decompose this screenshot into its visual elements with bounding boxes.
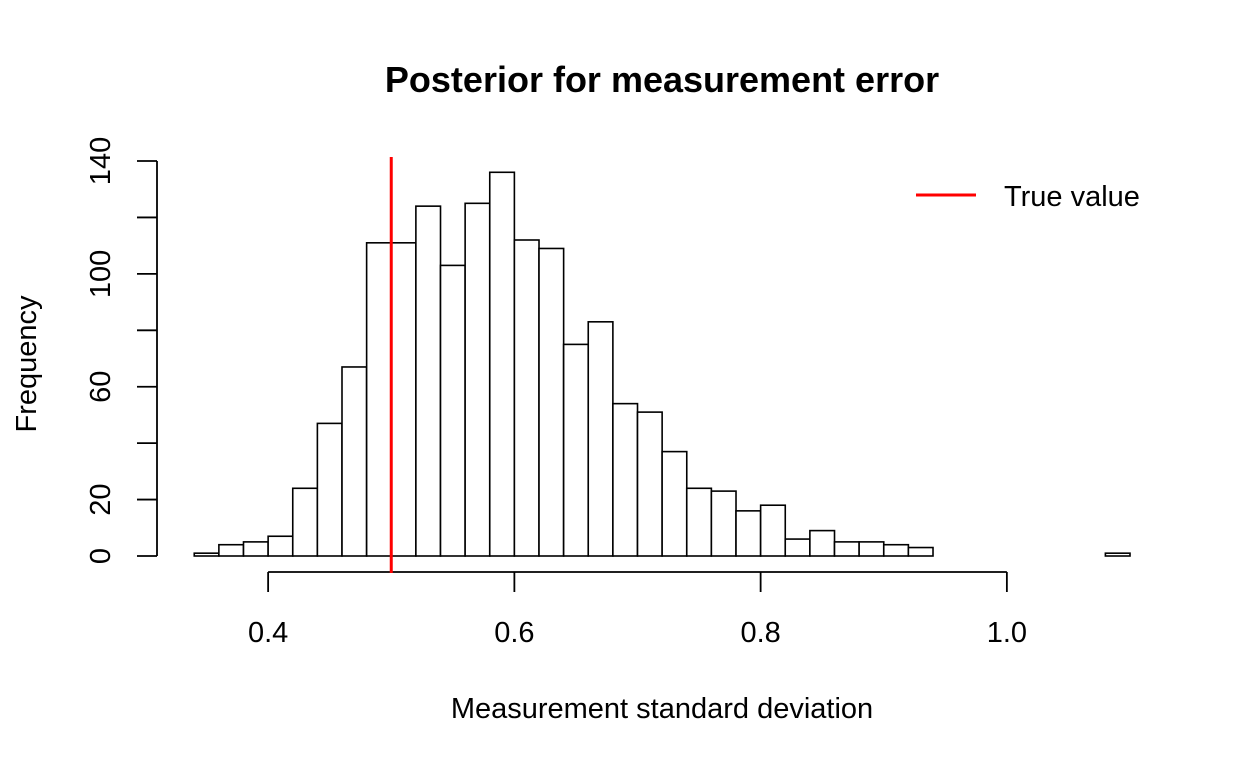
x-axis-ticks: 0.4 0.6 0.8 1.0 xyxy=(248,572,1027,649)
x-axis-title: Measurement standard deviation xyxy=(451,693,873,725)
y-axis-ticks: 0 20 60 100 140 xyxy=(85,137,157,564)
legend-label: True value xyxy=(1004,181,1140,213)
histogram-bar xyxy=(685,487,713,557)
histogram-bar xyxy=(612,402,639,557)
x-tick-label: 1.0 xyxy=(987,617,1027,649)
histogram-bar xyxy=(907,546,934,557)
histogram-bar xyxy=(710,490,737,557)
histogram-bar xyxy=(587,321,614,557)
histogram-bar xyxy=(267,535,294,557)
x-tick-label: 0.4 xyxy=(248,617,288,649)
histogram-bar xyxy=(833,541,860,557)
y-tick-label: 100 xyxy=(85,250,117,298)
histogram-bar xyxy=(291,487,319,557)
x-tick-label: 0.8 xyxy=(740,617,780,649)
histogram-bar xyxy=(882,543,910,557)
histogram-bar xyxy=(341,366,368,557)
histogram-bar xyxy=(513,239,540,557)
legend: True value xyxy=(916,181,1140,213)
histogram-bar xyxy=(439,264,466,557)
y-tick-label: 20 xyxy=(85,483,117,515)
y-tick-label: 0 xyxy=(85,548,117,564)
chart-title: Posterior for measurement error xyxy=(385,59,939,100)
y-tick-label: 140 xyxy=(85,137,117,185)
histogram-bar xyxy=(316,422,343,557)
histogram-bar xyxy=(218,543,245,557)
histogram-bar xyxy=(464,202,491,557)
histogram-bar xyxy=(242,541,269,557)
histogram-bar xyxy=(415,205,442,557)
histogram-bar xyxy=(759,504,787,557)
bars-group xyxy=(193,171,1131,557)
histogram-bar xyxy=(858,541,885,557)
histogram-bar xyxy=(784,538,811,557)
histogram-bar xyxy=(735,510,762,557)
histogram-bar xyxy=(562,343,590,557)
histogram-bar xyxy=(193,552,220,557)
histogram-bar xyxy=(488,171,516,557)
histogram-bar xyxy=(538,247,565,557)
y-axis-title: Frequency xyxy=(11,295,43,433)
histogram-bar xyxy=(636,411,663,557)
histogram-bar xyxy=(809,529,836,557)
histogram-bar xyxy=(661,450,688,557)
x-tick-label: 0.6 xyxy=(494,617,534,649)
histogram-bar xyxy=(1104,552,1131,557)
histogram-bar xyxy=(365,242,393,557)
histogram-bar xyxy=(390,242,417,557)
y-tick-label: 60 xyxy=(85,371,117,403)
